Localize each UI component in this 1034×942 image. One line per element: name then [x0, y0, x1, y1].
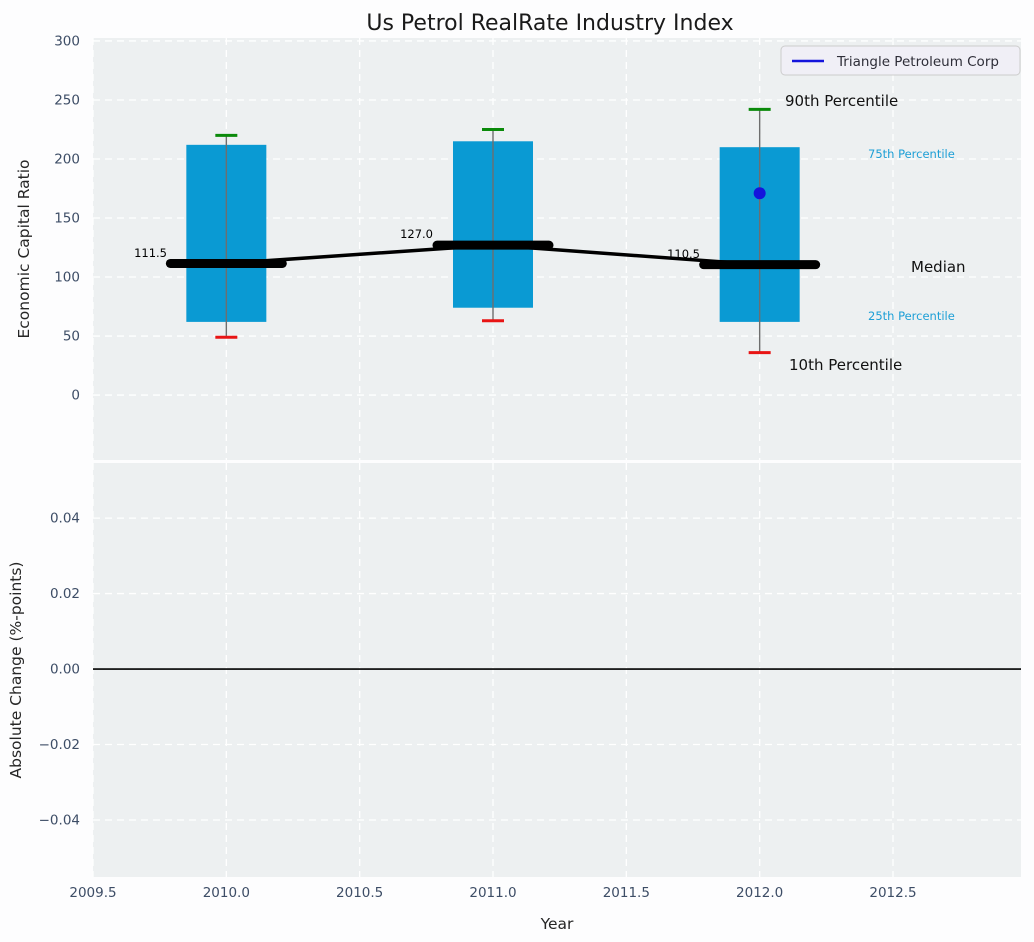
median-value-label-2012: 110.5	[667, 247, 700, 261]
x-tick-label: 2009.5	[69, 885, 116, 901]
top-y-tick-label: 200	[54, 151, 80, 167]
bottom-y-axis-label: Absolute Change (%-points)	[7, 562, 25, 779]
annotation-median: Median	[911, 258, 966, 276]
top-y-tick-label: 300	[54, 33, 80, 49]
annotation-10th-percentile: 10th Percentile	[789, 356, 902, 374]
top-y-tick-label: 250	[54, 92, 80, 108]
legend-label: Triangle Petroleum Corp	[836, 54, 999, 70]
top-y-axis-label: Economic Capital Ratio	[15, 159, 33, 338]
x-tick-label: 2011.0	[469, 885, 516, 901]
x-tick-label: 2010.5	[336, 885, 383, 901]
company-marker	[753, 187, 766, 200]
annotation-25th-percentile: 25th Percentile	[868, 309, 955, 323]
x-tick-label: 2012.0	[736, 885, 783, 901]
top-y-tick-label: 150	[54, 211, 80, 227]
x-tick-label: 2011.5	[603, 885, 650, 901]
top-y-tick-label: 50	[63, 329, 80, 345]
chart-title: Us Petrol RealRate Industry Index	[366, 11, 733, 36]
top-y-tick-label: 0	[71, 388, 80, 404]
legend-frame	[780, 45, 1021, 76]
x-tick-label: 2012.5	[869, 885, 916, 901]
bottom-y-tick-label: 0.02	[50, 586, 80, 602]
x-axis-label: Year	[540, 915, 574, 933]
annotation-75th-percentile: 75th Percentile	[868, 147, 955, 161]
chart-text-layer: Us Petrol RealRate Industry Index Econom…	[7, 11, 1021, 933]
median-value-label-2010: 111.5	[134, 246, 167, 260]
bottom-y-tick-label: −0.04	[39, 813, 80, 829]
bottom-axes-bg	[93, 463, 1021, 877]
median-value-label-2011: 127.0	[400, 227, 433, 241]
x-tick-label: 2010.0	[203, 885, 250, 901]
top-y-tick-label: 100	[54, 270, 80, 286]
bottom-y-tick-label: 0.00	[50, 662, 80, 678]
annotation-90th-percentile: 90th Percentile	[785, 92, 898, 110]
chart-plot-area: 2009.5 2010.0 2010.5 2011.0 2011.5 2012.0 2012…	[39, 33, 1021, 901]
bottom-y-tick-label: 0.04	[50, 511, 80, 527]
legend: Triangle Petroleum Corp	[780, 45, 1021, 76]
bottom-y-tick-label: −0.02	[39, 737, 80, 753]
